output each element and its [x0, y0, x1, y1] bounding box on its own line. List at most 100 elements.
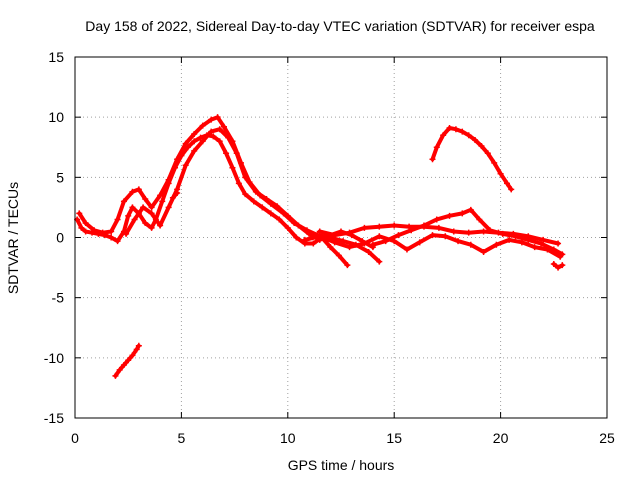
data-point-marker [148, 204, 155, 211]
data-point-marker [174, 189, 181, 196]
data-point-marker [327, 244, 334, 251]
x-tick-label: 10 [280, 430, 296, 446]
data-point-marker [452, 126, 459, 133]
data-point-marker [376, 223, 383, 230]
data-point-marker [208, 128, 215, 135]
data-point-marker [157, 192, 164, 199]
data-point-marker [169, 194, 176, 201]
axis-ticks [74, 56, 608, 419]
data-point-marker [557, 253, 564, 260]
data-point-marker [455, 238, 462, 245]
y-tick-label: -5 [52, 290, 65, 306]
data-point-marker [274, 203, 281, 210]
data-point-marker [225, 134, 232, 141]
data-point-marker [491, 159, 498, 166]
data-point-marker [459, 210, 466, 217]
data-point-marker [157, 222, 164, 229]
data-point-marker [197, 134, 204, 141]
data-point-marker [391, 222, 398, 229]
data-point-marker [120, 362, 127, 369]
data-point-marker [544, 246, 551, 253]
data-point-marker [480, 228, 487, 235]
data-point-marker [191, 131, 198, 138]
data-point-marker [344, 262, 351, 269]
data-point-marker [125, 357, 132, 364]
data-point-marker [416, 239, 423, 246]
data-point-marker [199, 122, 206, 129]
data-point-marker [540, 236, 547, 243]
data-point-marker [306, 230, 313, 237]
data-point-marker [433, 144, 440, 151]
data-point-marker [76, 210, 83, 217]
data-point-marker [420, 222, 427, 229]
data-point-marker [467, 241, 474, 248]
data-point-marker [123, 230, 130, 237]
data-point-marker [331, 239, 338, 246]
data-point-marker [182, 140, 189, 147]
data-point-marker [433, 216, 440, 223]
data-point-marker [140, 204, 147, 211]
y-tick-label: -10 [44, 350, 64, 366]
data-point-marker [391, 238, 398, 245]
data-point-marker [361, 240, 368, 247]
data-point-marker [525, 236, 532, 243]
data-point-marker [531, 244, 538, 251]
data-point-marker [174, 156, 181, 163]
data-point-marker [472, 137, 479, 144]
data-point-marker [506, 236, 513, 243]
data-point-marker [267, 210, 274, 217]
data-point-marker [429, 156, 436, 163]
data-point-marker [216, 138, 223, 145]
data-point-marker [499, 230, 506, 237]
data-point-marker [435, 224, 442, 231]
data-point-marker [284, 224, 291, 231]
data-point-marker [182, 162, 189, 169]
data-point-marker [550, 260, 557, 267]
data-point-marker [142, 220, 149, 227]
data-point-marker [220, 123, 227, 130]
data-point-marker [148, 224, 155, 231]
data-series [74, 114, 566, 379]
y-tick-label: -15 [44, 410, 64, 426]
data-point-marker [133, 346, 140, 353]
data-point-marker [484, 150, 491, 157]
data-point-marker [459, 128, 466, 135]
data-point-marker [293, 234, 300, 241]
data-point-marker [403, 246, 410, 253]
series-track-1 [75, 133, 350, 268]
y-axis-label: SDTVAR / TECUs [5, 182, 21, 294]
data-point-marker [242, 174, 249, 181]
data-point-marker [135, 186, 142, 193]
data-point-marker [365, 248, 372, 255]
data-point-marker [446, 212, 453, 219]
y-tick-labels: -15 -10 -5 0 5 10 15 [44, 49, 64, 426]
data-point-marker [142, 195, 149, 202]
data-point-marker [108, 228, 115, 235]
data-point-marker [91, 227, 98, 234]
data-point-marker [465, 229, 472, 236]
x-tick-label: 25 [599, 430, 615, 446]
data-point-marker [538, 240, 545, 247]
data-point-marker [440, 132, 447, 139]
data-point-marker [559, 262, 566, 269]
data-point-marker [467, 206, 474, 213]
data-point-marker [295, 222, 302, 229]
data-point-marker [508, 186, 515, 193]
data-point-marker [335, 252, 342, 259]
data-point-marker [555, 240, 562, 247]
data-point-marker [120, 198, 127, 205]
data-point-marker [429, 232, 436, 239]
data-point-marker [263, 195, 270, 202]
data-point-marker [465, 132, 472, 139]
data-point-marker [131, 216, 138, 223]
data-point-marker [518, 239, 525, 246]
data-point-marker [223, 150, 230, 157]
data-point-marker [512, 233, 519, 240]
data-point-marker [503, 180, 510, 187]
data-point-marker [242, 191, 249, 198]
data-point-marker [480, 248, 487, 255]
x-tick-label: 5 [178, 430, 186, 446]
data-point-marker [214, 114, 221, 121]
data-point-marker [114, 238, 121, 245]
data-point-marker [250, 198, 257, 205]
